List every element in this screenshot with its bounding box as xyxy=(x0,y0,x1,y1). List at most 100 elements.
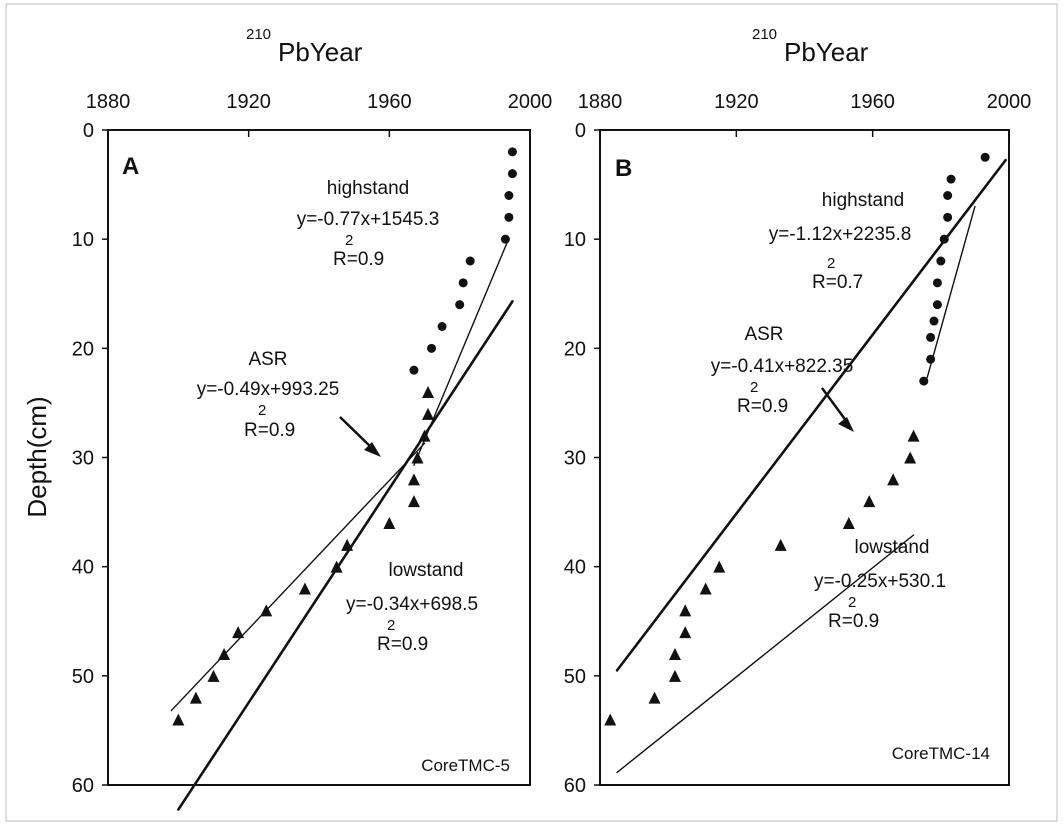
panel-b-asr-r2-superscript: 2 xyxy=(750,379,758,396)
panel-a-highstand-point-2 xyxy=(504,191,514,200)
panel-b-lowstand-point-10 xyxy=(863,495,876,508)
panel-b-marks: 1880 1920 1960 2000 0 10 20 30 40 50 60 xyxy=(564,91,1032,797)
panel-b-highstand-point-2 xyxy=(943,191,953,200)
panel-b-highstand-point-7 xyxy=(932,300,942,310)
panel-a-lowstand-label-group: lowstand y=-0.34x+698.5 2 R=0.9 xyxy=(346,560,478,655)
panel-a-fit-line-asr xyxy=(177,300,514,811)
panel-b-lowstand-point-12 xyxy=(904,451,917,464)
panel-a-lowstand-point-2 xyxy=(207,669,220,682)
panel-b-asr-label: ASR xyxy=(744,324,783,345)
panel-b-asr-r2: R=0.9 xyxy=(737,396,788,417)
panel-b-asr-label-group: ASR y=-0.41x+822.35 2 R=0.9 xyxy=(711,324,854,417)
panel-a-lowstand-point-14 xyxy=(422,407,435,420)
panel-a-y-tick-label-5: 50 xyxy=(72,666,94,688)
panel-b-highstand-point-1 xyxy=(946,174,956,184)
panel-b-x-tick-label-0: 1880 xyxy=(578,91,623,113)
panel-b-highstand-point-3 xyxy=(943,212,953,222)
figure-border xyxy=(5,3,1058,822)
panel-b-lowstand-label: lowstand xyxy=(855,537,930,558)
panel-b-highstand-point-6 xyxy=(932,278,942,288)
panel-a-y-tick-label-3: 30 xyxy=(72,448,94,470)
panel-b-highstand-point-5 xyxy=(936,256,946,266)
panel-b-highstand-point-0 xyxy=(980,152,990,162)
panel-b-highstand-label-group: highstand y=-1.12x+2235.8 2 R=0.7 xyxy=(769,190,912,293)
panel-a-marks: 1880 1920 1960 2000 0 10 20 30 40 50 60 xyxy=(72,91,553,811)
panel-b-asr-equation: y=-0.41x+822.35 xyxy=(711,356,854,377)
panel-a-highstand-point-7 xyxy=(455,300,465,310)
panel-a-letter: A xyxy=(122,153,139,180)
panel-b-y-tick-label-6: 60 xyxy=(564,775,586,797)
panel-b-highstand-equation: y=-1.12x+2235.8 xyxy=(769,224,912,245)
panel-a-x-tick-label-0: 1880 xyxy=(86,91,131,113)
panel-a-x-tick-label-1: 1920 xyxy=(226,91,271,113)
panel-a-highstand-point-9 xyxy=(427,343,437,353)
panel-a-highstand-point-5 xyxy=(465,256,475,266)
panel-a-highstand-point-1 xyxy=(507,169,517,179)
panel-a-lowstand-point-0 xyxy=(172,713,185,726)
panel-a-highstand-label: highstand xyxy=(327,178,409,199)
panel-a-lowstand-point-7 xyxy=(330,560,343,573)
panel-b-lowstand-point-13 xyxy=(907,429,920,442)
panel-a-lowstand-point-4 xyxy=(232,626,245,639)
panel-b-lowstand-point-4 xyxy=(679,604,692,617)
panel-a-highstand-point-0 xyxy=(507,147,517,157)
panel-b-lowstand-point-9 xyxy=(842,517,855,529)
panel-b-x-tick-label-3: 2000 xyxy=(987,91,1032,113)
panel-b-fit-line-highstand xyxy=(926,205,976,379)
panel-a-y-tick-label-6: 60 xyxy=(72,775,94,797)
panel-a-highstand-r2: R=0.9 xyxy=(333,249,384,270)
panel-a-lowstand-point-12 xyxy=(411,451,424,464)
panel-a-lowstand-point-15 xyxy=(422,386,435,398)
panel-a-x-tick-label-3: 2000 xyxy=(508,91,553,113)
panel-b-lowstand-r2: R=0.9 xyxy=(828,611,879,632)
panel-a-highstand-point-6 xyxy=(458,278,468,288)
panel-b-lowstand-point-5 xyxy=(679,626,692,639)
panel-b-lowstand-point-1 xyxy=(648,691,661,704)
panel-a-lowstand-point-5 xyxy=(260,604,273,617)
panel-a-highstand-point-3 xyxy=(504,212,514,222)
panel-b-x-tick-label-2: 1960 xyxy=(850,91,895,113)
panel-b-highstand-point-9 xyxy=(926,332,936,342)
panel-b-lowstand-point-7 xyxy=(713,560,726,573)
panel-a-lowstand-point-3 xyxy=(218,648,231,660)
panel-a-asr-arrow xyxy=(339,416,381,457)
panel-b-highstand-point-10 xyxy=(926,354,936,364)
panel-b-lowstand-equation: y=-0.25x+530.1 xyxy=(814,571,946,592)
panel-b-highstand-r2-superscript: 2 xyxy=(827,255,835,272)
panel-a-highstand-point-8 xyxy=(437,322,447,331)
panel-b-lowstand-label-group: lowstand y=-0.25x+530.1 2 R=0.9 xyxy=(814,537,946,632)
panel-a-lowstand-point-1 xyxy=(189,691,202,704)
panel-b-x-title-superscript: 210 xyxy=(752,26,777,43)
panel-a-asr-r2-superscript: 2 xyxy=(258,402,266,419)
panel-b-y-tick-label-5: 50 xyxy=(564,666,586,688)
panel-b-highstand-point-8 xyxy=(929,316,939,326)
panel-b-lowstand-point-3 xyxy=(668,648,681,660)
panel-b-fit-line-asr xyxy=(615,158,1007,672)
panel-a-y-tick-label-1: 10 xyxy=(72,229,94,251)
panel-b-y-tick-label-4: 40 xyxy=(564,557,586,579)
panel-a-core-label: CoreTMC-5 xyxy=(421,756,510,775)
panel-b-lowstand-point-11 xyxy=(887,473,900,486)
panel-a-y-tick-label-4: 40 xyxy=(72,557,94,579)
y-axis-title: Depth(cm) xyxy=(22,396,52,517)
panel-b-fit-line-lowstand xyxy=(616,534,915,774)
panel-a-lowstand-r2-superscript: 2 xyxy=(387,617,395,634)
panel-a-highstand-r2-superscript: 2 xyxy=(345,232,353,249)
panel-b-y-tick-label-2: 20 xyxy=(564,338,586,360)
panel-a-y-tick-label-0: 0 xyxy=(83,120,94,142)
panel-b-y-tick-label-1: 10 xyxy=(564,229,586,251)
panel-a-lowstand-equation: y=-0.34x+698.5 xyxy=(346,594,478,615)
panel-a-lowstand-r2: R=0.9 xyxy=(377,634,428,655)
panel-b-highstand-point-4 xyxy=(939,234,949,244)
panel-a-highstand-point-4 xyxy=(500,234,510,244)
panel-a-x-title-superscript: 210 xyxy=(246,26,271,43)
panel-a-highstand-equation: y=-0.77x+1545.3 xyxy=(297,209,440,230)
panel-b-letter: B xyxy=(615,155,632,182)
panel-a-asr-r2: R=0.9 xyxy=(244,420,295,441)
panel-a-asr-label-group: ASR y=-0.49x+993.25 2 R=0.9 xyxy=(197,349,340,441)
panel-a-lowstand-point-11 xyxy=(407,473,420,486)
panel-a-asr-label: ASR xyxy=(248,349,287,370)
panel-b-x-tick-label-1: 1920 xyxy=(714,91,759,113)
